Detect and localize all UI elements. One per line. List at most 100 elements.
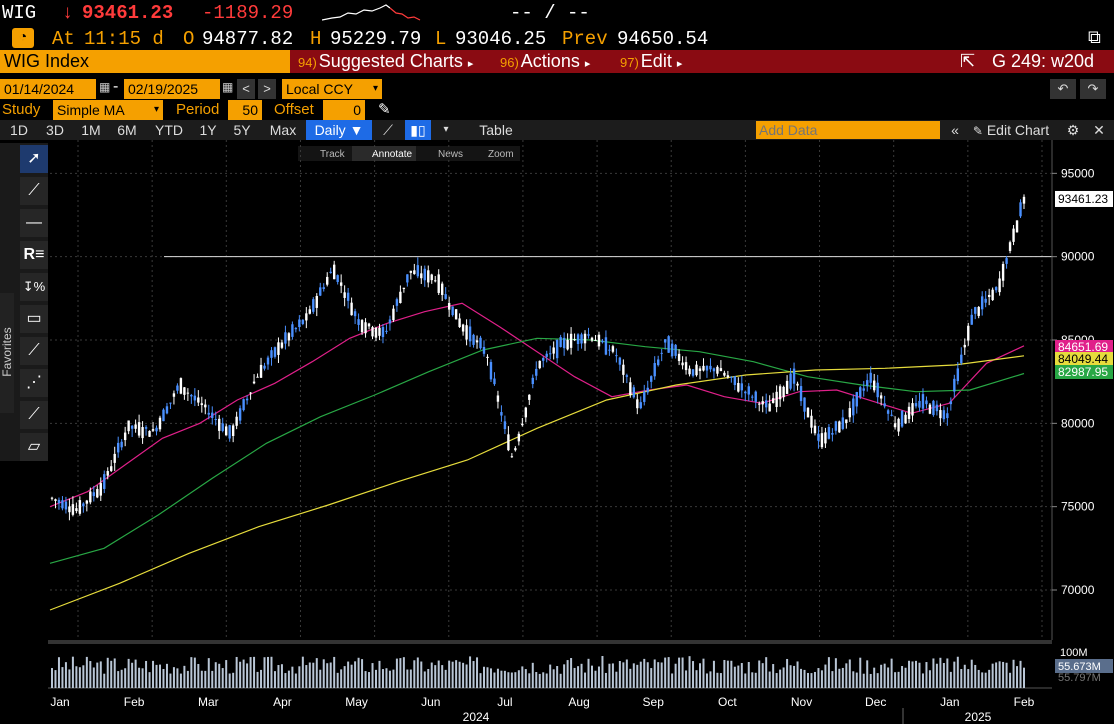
actions-menu[interactable]: 96) Actions ▸ bbox=[500, 51, 591, 71]
line-chart-icon[interactable]: ⟋ bbox=[383, 122, 393, 138]
price-bar-body bbox=[190, 394, 193, 397]
price-bar-body bbox=[329, 271, 332, 273]
study-select[interactable]: Simple MA ▾ bbox=[53, 100, 163, 120]
draw-line-tool-icon[interactable]: ⟋ bbox=[20, 177, 48, 205]
volume-bar bbox=[441, 665, 444, 688]
annotate-button[interactable]: Annotate bbox=[372, 149, 412, 160]
external-link-icon[interactable]: ⇱ bbox=[960, 51, 976, 71]
volume-bar bbox=[458, 661, 461, 688]
calendar-icon[interactable]: ▦ bbox=[99, 80, 111, 94]
y-tick-label: 95000 bbox=[1061, 166, 1095, 180]
chart-type-dropdown[interactable]: ▾ bbox=[443, 124, 449, 135]
quote-time: 11:15 d bbox=[84, 28, 164, 50]
price-bar-body bbox=[364, 322, 367, 334]
sparkline-icon bbox=[322, 4, 421, 21]
volume-bar bbox=[420, 661, 423, 688]
volume-bar bbox=[747, 662, 750, 688]
redo-icon[interactable]: ↷ bbox=[1080, 79, 1106, 99]
volume-bar bbox=[566, 660, 569, 688]
bar-chart-icon[interactable]: ▮▯ bbox=[405, 120, 431, 140]
volume-bar bbox=[437, 660, 440, 688]
percent-tool-icon[interactable]: ↧% bbox=[20, 273, 48, 301]
price-bar-body bbox=[848, 408, 852, 418]
edit-menu[interactable]: 97) Edit ▸ bbox=[620, 51, 683, 71]
table-button[interactable]: Table bbox=[479, 122, 513, 138]
trendline-tool-icon[interactable]: ⟋ bbox=[20, 337, 48, 365]
period-input[interactable]: 50 bbox=[228, 100, 262, 120]
ray-tool-icon[interactable]: ⟋ bbox=[20, 401, 48, 429]
price-bar-body bbox=[78, 500, 82, 514]
horizontal-line-tool-icon[interactable]: — bbox=[20, 209, 48, 237]
calendar-icon[interactable]: ▦ bbox=[222, 80, 234, 94]
channel-tool-icon[interactable]: ⋰ bbox=[20, 369, 48, 397]
y-axis: 95000900008500080000750007000093461.2384… bbox=[1051, 140, 1113, 640]
price-bar-body bbox=[447, 302, 451, 310]
period-ytd[interactable]: YTD bbox=[155, 122, 183, 138]
price-bar-body bbox=[437, 274, 440, 293]
collapse-icon[interactable]: « bbox=[951, 122, 959, 138]
prev-range-button[interactable]: < bbox=[237, 79, 255, 99]
period-5y[interactable]: 5Y bbox=[233, 122, 251, 138]
end-date-input[interactable]: 02/19/2025 bbox=[124, 79, 220, 99]
add-data-input[interactable] bbox=[756, 121, 940, 139]
currency-select[interactable]: Local CCY ▾ bbox=[282, 79, 382, 99]
price-bar-body bbox=[552, 347, 555, 354]
chart-settings-icon[interactable]: ⚙ bbox=[1066, 122, 1080, 138]
retracement-tool-icon[interactable]: R≡ bbox=[20, 241, 48, 269]
offset-input[interactable]: 0 bbox=[323, 100, 365, 120]
pointer-tool-icon[interactable]: ➚ bbox=[20, 145, 48, 173]
news-button[interactable]: News bbox=[438, 149, 463, 160]
volume-bar bbox=[939, 657, 942, 688]
price-bar-body bbox=[82, 503, 85, 507]
period-1m[interactable]: 1M bbox=[81, 122, 101, 138]
price-bar-body bbox=[817, 433, 820, 441]
last-price: 93461.23 bbox=[82, 2, 174, 24]
period-1d[interactable]: 1D bbox=[10, 122, 28, 138]
parallel-tool-icon[interactable]: ▱ bbox=[20, 433, 48, 461]
close-icon[interactable]: ✕ bbox=[1093, 122, 1105, 138]
down-arrow-icon: ↓ bbox=[62, 2, 74, 24]
volume-bar bbox=[284, 673, 287, 688]
period-1y[interactable]: 1Y bbox=[199, 122, 217, 138]
suggested-charts-menu[interactable]: 94) Suggested Charts ▸ bbox=[298, 51, 474, 71]
volume-bar bbox=[514, 672, 517, 688]
export-icon[interactable]: ⧉ bbox=[1088, 29, 1101, 49]
volume-bar bbox=[409, 669, 412, 688]
price-chart[interactable]: Track Annotate News Zoom 950009000085000… bbox=[0, 140, 1114, 724]
volume-bar bbox=[273, 671, 276, 688]
track-button[interactable]: Track bbox=[320, 149, 346, 160]
start-date-input[interactable]: 01/14/2024 bbox=[0, 79, 96, 99]
period-3d[interactable]: 3D bbox=[46, 122, 64, 138]
volume-bar bbox=[479, 673, 482, 688]
price-bar-body bbox=[134, 424, 137, 429]
volume-bar bbox=[204, 670, 207, 688]
rectangle-tool-icon[interactable]: ▭ bbox=[20, 305, 48, 333]
edit-chart-button[interactable]: ✎ Edit Chart bbox=[972, 122, 1050, 138]
zoom-button[interactable]: Zoom bbox=[488, 149, 514, 160]
price-bar-body bbox=[207, 412, 210, 415]
price-bar-body bbox=[785, 380, 789, 394]
price-bar-body bbox=[413, 270, 416, 275]
prev-value: 94650.54 bbox=[617, 28, 709, 50]
price-bar-body bbox=[632, 387, 636, 398]
next-range-button[interactable]: > bbox=[258, 79, 276, 99]
favorites-tab[interactable]: Favorites bbox=[0, 293, 14, 413]
gauge-icon[interactable]: ◔ bbox=[12, 28, 34, 48]
volume-bar bbox=[549, 664, 552, 688]
price-bar-body bbox=[1012, 228, 1015, 242]
security-field[interactable]: WIG Index bbox=[0, 50, 290, 73]
period-6m[interactable]: 6M bbox=[117, 122, 137, 138]
period-max[interactable]: Max bbox=[269, 122, 297, 138]
price-bar-body bbox=[92, 492, 96, 497]
volume-bar bbox=[611, 663, 614, 688]
frequency-select[interactable]: Daily ▼ bbox=[306, 120, 372, 140]
price-bar-body bbox=[427, 270, 430, 283]
undo-icon[interactable]: ↶ bbox=[1050, 79, 1076, 99]
price-bar-body bbox=[357, 319, 360, 325]
ma-value-tag bbox=[1055, 365, 1113, 379]
low-value: 93046.25 bbox=[455, 28, 547, 50]
ticker[interactable]: WIG bbox=[2, 2, 37, 24]
pencil-icon[interactable]: ✎ bbox=[378, 101, 391, 118]
volume-bar bbox=[591, 665, 593, 688]
volume-bar bbox=[308, 662, 311, 688]
